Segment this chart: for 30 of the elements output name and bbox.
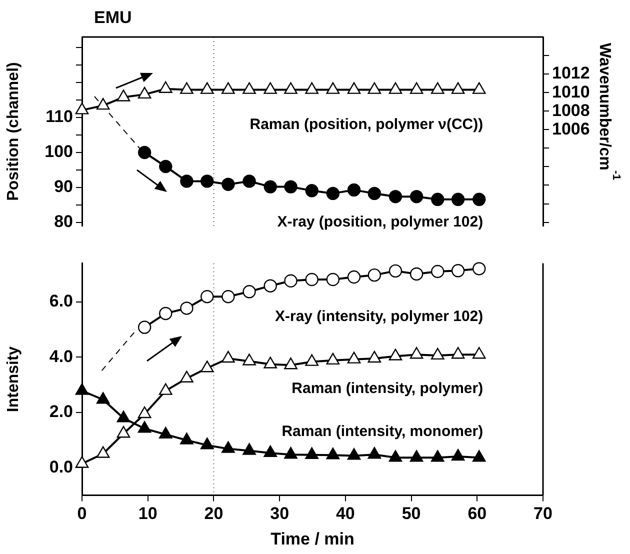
x-axis-title: Time / min <box>270 529 354 548</box>
series-label: Raman (position, polymer ν(CC)) <box>250 116 484 133</box>
y-axis-title: Position (channel) <box>5 62 22 201</box>
series-label: X-ray (position, polymer 102) <box>277 214 484 231</box>
y2-tick-label: 1010 <box>552 82 590 102</box>
y-tick-label: 100 <box>44 142 73 162</box>
y-tick-label: 4.0 <box>49 346 73 366</box>
x-tick-label: 50 <box>402 504 421 524</box>
y2-tick-label: 1008 <box>552 100 590 120</box>
y2-tick-label: 1006 <box>552 119 590 138</box>
y2-tick-label: 1012 <box>552 64 590 83</box>
x-tick-label: 20 <box>204 504 224 524</box>
chart-title: EMU <box>94 8 132 27</box>
x-tick-label: 10 <box>138 504 158 524</box>
y-tick-label: 80 <box>54 212 73 232</box>
x-tick-label: 60 <box>468 504 487 524</box>
y-tick-label: 110 <box>46 107 73 126</box>
series-label: Raman (intensity, polymer) <box>292 380 484 397</box>
x-tick-label: 0 <box>77 504 87 524</box>
y2-axis-title: Wavenumber/cm-1 <box>596 42 622 180</box>
x-tick-label: 40 <box>336 504 355 524</box>
y-tick-label: 0.0 <box>49 457 73 476</box>
y-tick-label: 2.0 <box>49 402 73 422</box>
series-label: X-ray (intensity, polymer 102) <box>274 308 484 325</box>
y-tick-label: 6.0 <box>49 292 73 311</box>
y-axis-title: Intensity <box>5 346 22 412</box>
series-label: Raman (intensity, monomer) <box>282 422 484 440</box>
y-tick-label: 90 <box>54 177 73 196</box>
x-tick-label: 70 <box>534 504 552 524</box>
x-tick-label: 30 <box>270 504 290 524</box>
